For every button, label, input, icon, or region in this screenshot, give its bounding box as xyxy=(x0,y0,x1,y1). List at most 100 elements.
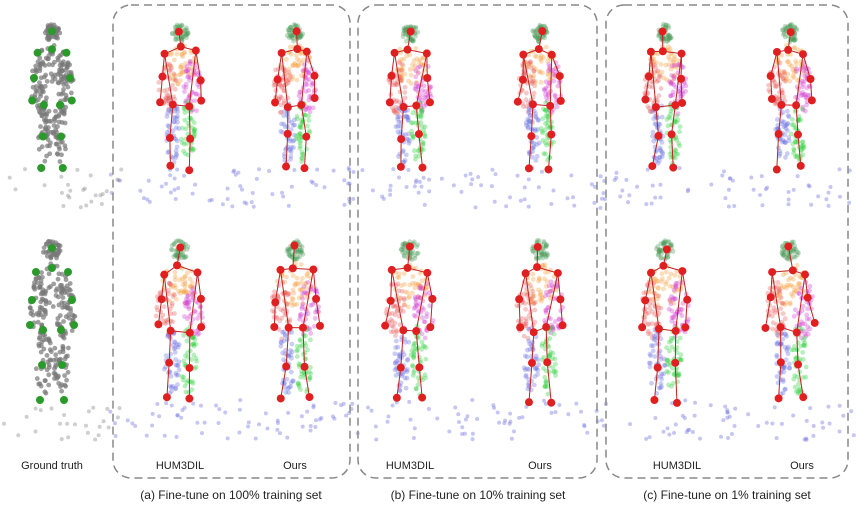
point xyxy=(306,88,312,93)
point xyxy=(791,313,797,319)
joint xyxy=(425,98,434,107)
point xyxy=(182,314,187,319)
point xyxy=(160,312,166,318)
point xyxy=(671,54,677,60)
point xyxy=(421,83,427,89)
column-label: HUM3DIL xyxy=(653,460,701,472)
point xyxy=(287,317,293,322)
point xyxy=(285,435,290,440)
point xyxy=(297,287,303,293)
point xyxy=(185,70,191,76)
point xyxy=(424,311,430,317)
point xyxy=(413,46,419,51)
bone xyxy=(274,269,281,303)
point xyxy=(277,318,283,324)
point xyxy=(389,105,395,111)
point xyxy=(171,291,176,297)
point xyxy=(113,434,118,439)
point xyxy=(225,436,230,441)
point xyxy=(793,26,799,31)
point xyxy=(288,24,294,30)
point xyxy=(174,252,180,258)
bone xyxy=(157,299,163,325)
point xyxy=(693,400,698,405)
point xyxy=(51,281,57,287)
point xyxy=(296,295,302,301)
point xyxy=(756,423,761,428)
joint xyxy=(399,102,408,111)
joint xyxy=(310,71,319,80)
point xyxy=(172,340,178,346)
point xyxy=(49,406,54,411)
point xyxy=(179,140,185,145)
joint xyxy=(681,323,690,332)
point xyxy=(98,193,103,198)
point xyxy=(293,52,299,58)
point xyxy=(287,136,293,142)
point xyxy=(189,357,195,362)
point xyxy=(783,155,788,160)
point xyxy=(720,173,725,178)
point xyxy=(209,198,214,203)
point xyxy=(574,401,579,406)
point xyxy=(180,34,186,40)
bone xyxy=(315,298,321,326)
point xyxy=(189,293,195,298)
point xyxy=(725,410,730,415)
point xyxy=(539,251,545,257)
point xyxy=(674,113,680,119)
joint xyxy=(658,47,667,56)
point xyxy=(351,196,356,201)
point xyxy=(540,138,546,143)
point xyxy=(402,71,408,77)
point xyxy=(374,437,379,442)
point xyxy=(33,366,39,372)
point xyxy=(38,291,44,297)
point xyxy=(551,78,557,84)
point xyxy=(526,149,532,155)
point xyxy=(296,248,302,254)
point xyxy=(181,374,187,380)
point xyxy=(189,288,194,294)
point xyxy=(316,309,322,315)
point xyxy=(176,342,182,347)
joint xyxy=(292,27,301,36)
point xyxy=(533,299,538,305)
point xyxy=(373,424,378,429)
point xyxy=(48,140,53,146)
point xyxy=(192,126,197,132)
point xyxy=(184,32,190,38)
point xyxy=(190,291,195,297)
point xyxy=(278,129,284,134)
point xyxy=(675,280,680,286)
point xyxy=(413,33,418,39)
joint xyxy=(533,242,542,251)
point xyxy=(86,409,91,414)
point xyxy=(785,59,791,64)
point xyxy=(100,192,105,197)
point xyxy=(172,349,178,355)
point xyxy=(400,148,406,154)
joint xyxy=(768,268,777,277)
point xyxy=(300,275,305,281)
point xyxy=(36,285,42,291)
point xyxy=(410,343,416,349)
point xyxy=(51,370,57,376)
point xyxy=(673,422,678,427)
joint xyxy=(793,130,802,139)
point xyxy=(299,244,305,250)
point xyxy=(285,301,290,307)
point xyxy=(286,251,292,257)
point xyxy=(291,22,297,27)
point xyxy=(117,406,122,411)
point xyxy=(55,276,61,282)
point xyxy=(171,115,177,120)
point xyxy=(187,313,192,319)
point xyxy=(189,280,195,286)
point xyxy=(42,307,48,313)
point xyxy=(294,343,300,349)
point xyxy=(300,251,306,257)
point xyxy=(411,354,417,360)
point xyxy=(307,105,312,110)
point xyxy=(536,275,542,281)
